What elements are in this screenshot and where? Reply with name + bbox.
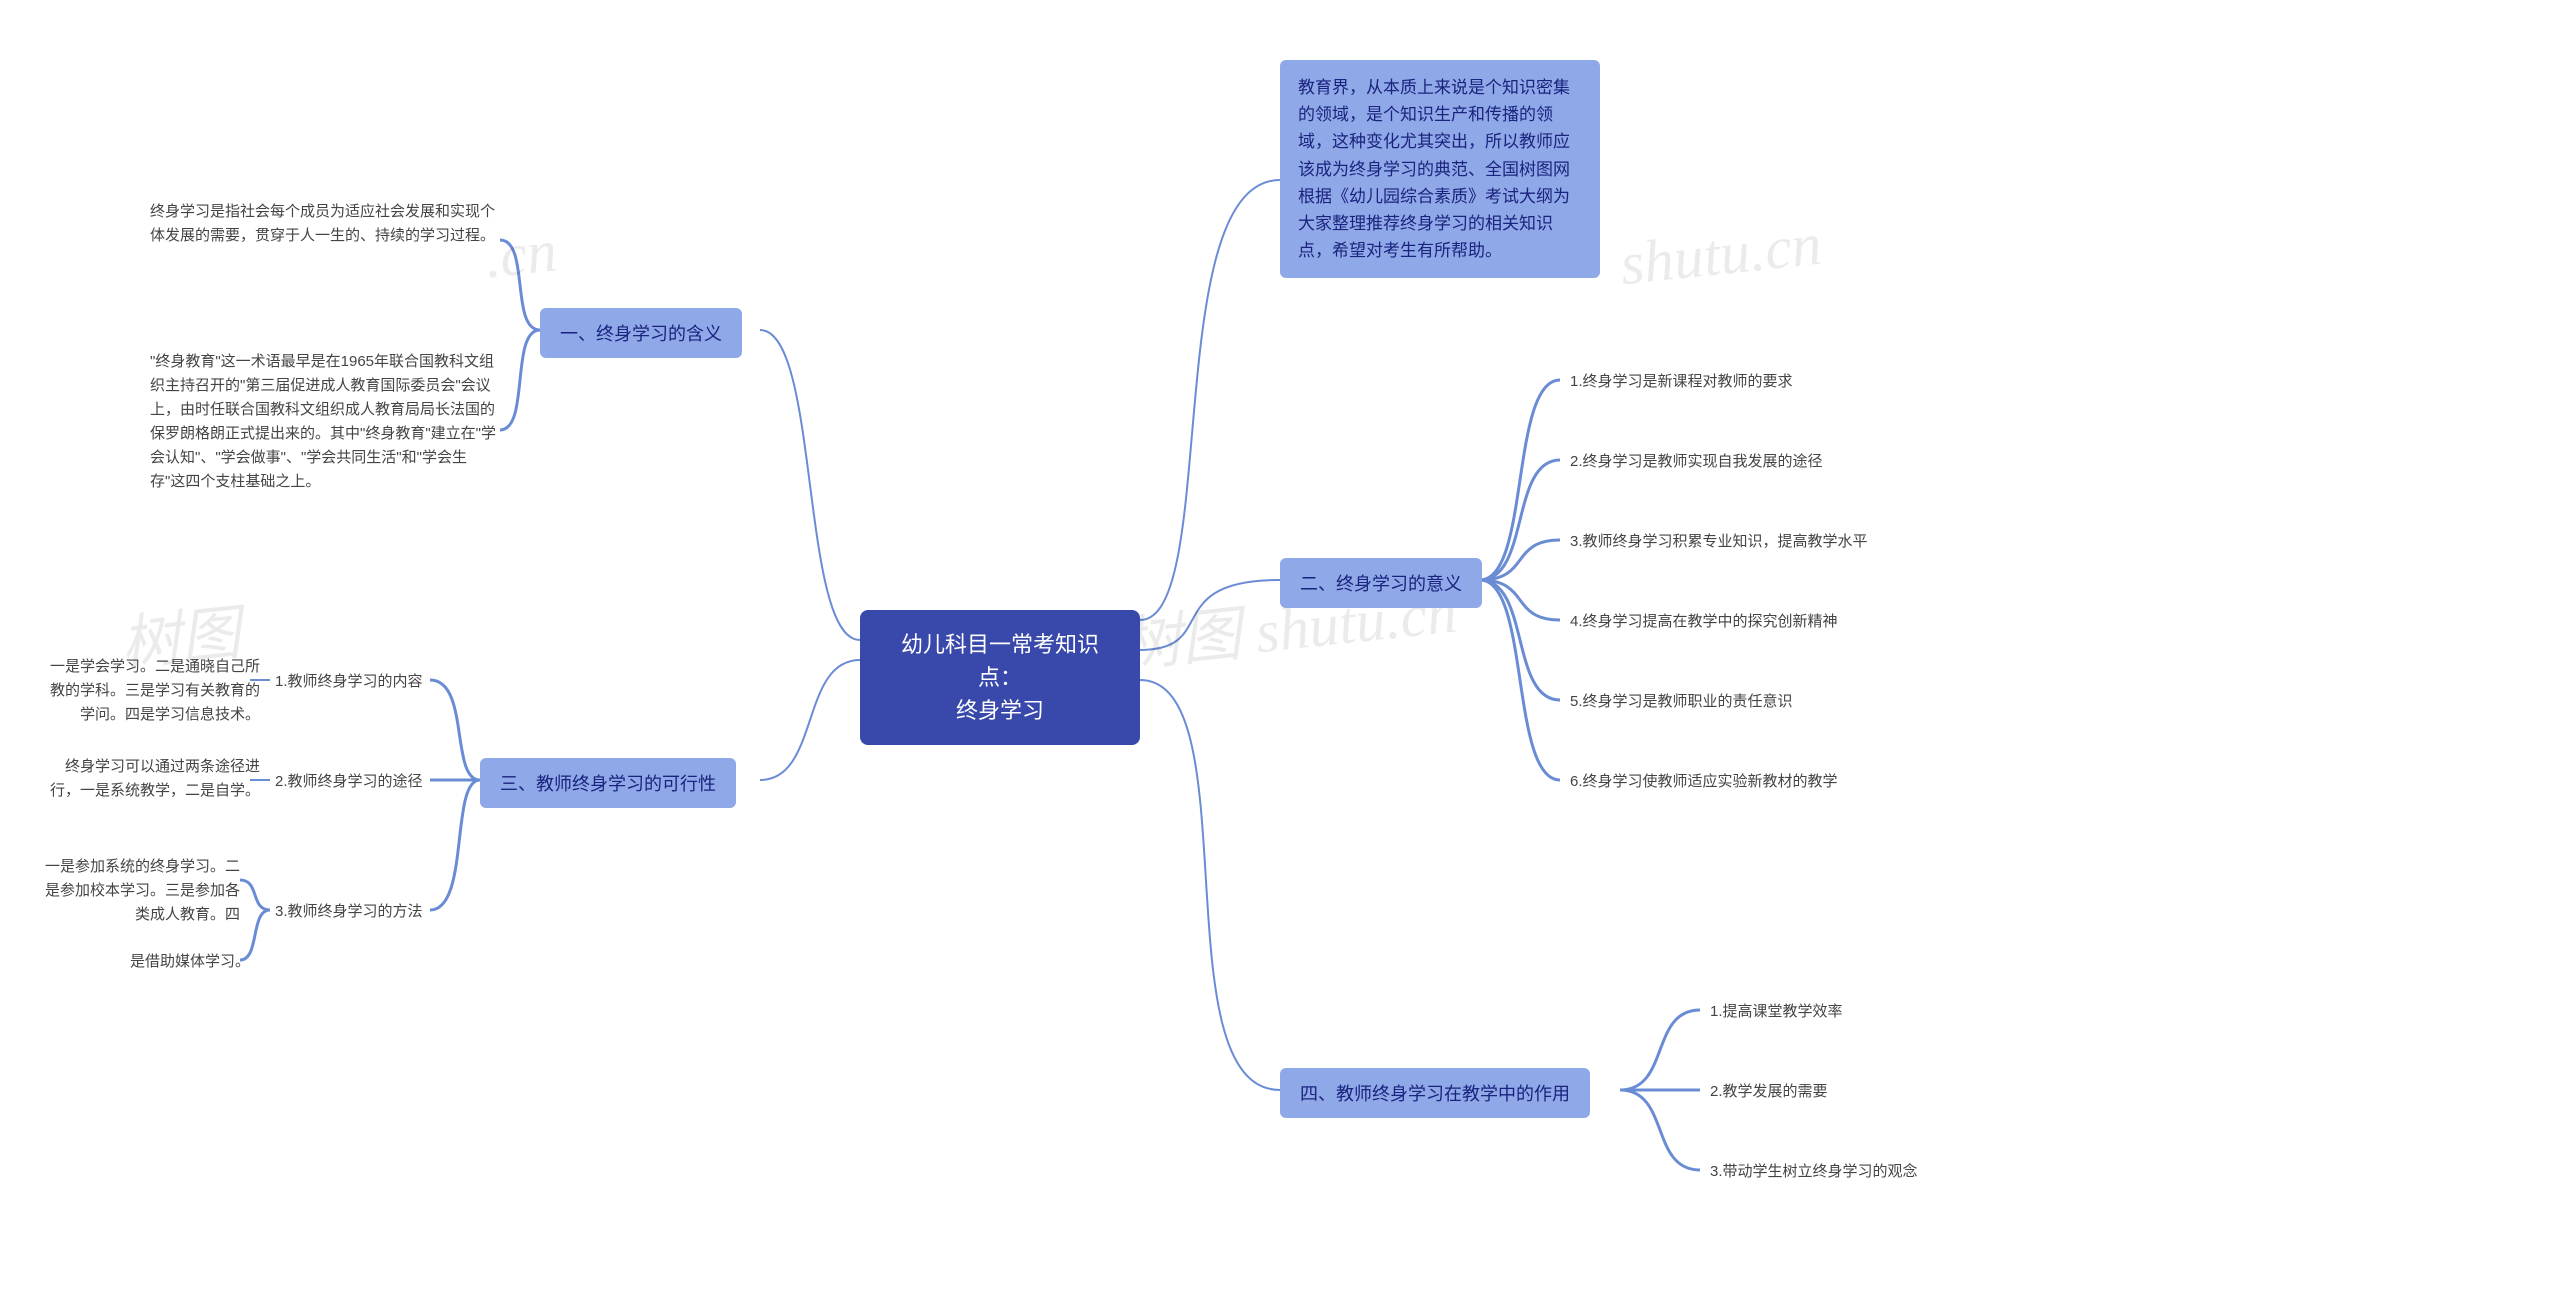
branch-feasibility: 三、教师终身学习的可行性 [480,758,736,808]
sub-method-label: 3.教师终身学习的方法 [275,900,423,924]
role-leaf-1: 1.提高课堂教学效率 [1710,1000,1843,1024]
sig-leaf-5: 5.终身学习是教师职业的责任意识 [1570,690,1793,714]
branch-meaning: 一、终身学习的含义 [540,308,742,358]
leaf-meaning-1: 终身学习是指社会每个成员为适应社会发展和实现个体发展的需要，贯穿于人一生的、持续… [150,200,500,248]
role-leaf-3: 3.带动学生树立终身学习的观念 [1710,1160,1918,1184]
root-line1: 幼儿科目一常考知识点： [901,632,1099,690]
role-leaf-2: 2.教学发展的需要 [1710,1080,1828,1104]
branch-significance: 二、终身学习的意义 [1280,558,1482,608]
info-box: 教育界，从本质上来说是个知识密集的领域，是个知识生产和传播的领域，这种变化尤其突… [1280,60,1600,278]
branch-role: 四、教师终身学习在教学中的作用 [1280,1068,1590,1118]
sig-leaf-2: 2.终身学习是教师实现自我发展的途径 [1570,450,1823,474]
sig-leaf-6: 6.终身学习使教师适应实验新教材的教学 [1570,770,1838,794]
sub-content-label: 1.教师终身学习的内容 [275,670,423,694]
sub-path-label: 2.教师终身学习的途径 [275,770,423,794]
leaf-meaning-2: "终身教育"这一术语最早是在1965年联合国教科文组织主持召开的"第三届促进成人… [150,350,500,494]
sig-leaf-1: 1.终身学习是新课程对教师的要求 [1570,370,1793,394]
sig-leaf-4: 4.终身学习提高在教学中的探究创新精神 [1570,610,1838,634]
sub-method-text-2: 是借助媒体学习。 [130,950,250,974]
watermark: shutu.cn [1617,210,1825,300]
root-line2: 终身学习 [956,698,1044,723]
sig-leaf-3: 3.教师终身学习积累专业知识，提高教学水平 [1570,530,1868,554]
sub-method-text-1: 一是参加系统的终身学习。二是参加校本学习。三是参加各类成人教育。四 [40,855,240,927]
sub-content-text: 一是学会学习。二是通晓自己所教的学科。三是学习有关教育的学问。四是学习信息技术。 [40,655,260,727]
mindmap-root: 幼儿科目一常考知识点： 终身学习 [860,610,1140,745]
sub-path-text: 终身学习可以通过两条途径进行，一是系统教学，二是自学。 [40,755,260,803]
